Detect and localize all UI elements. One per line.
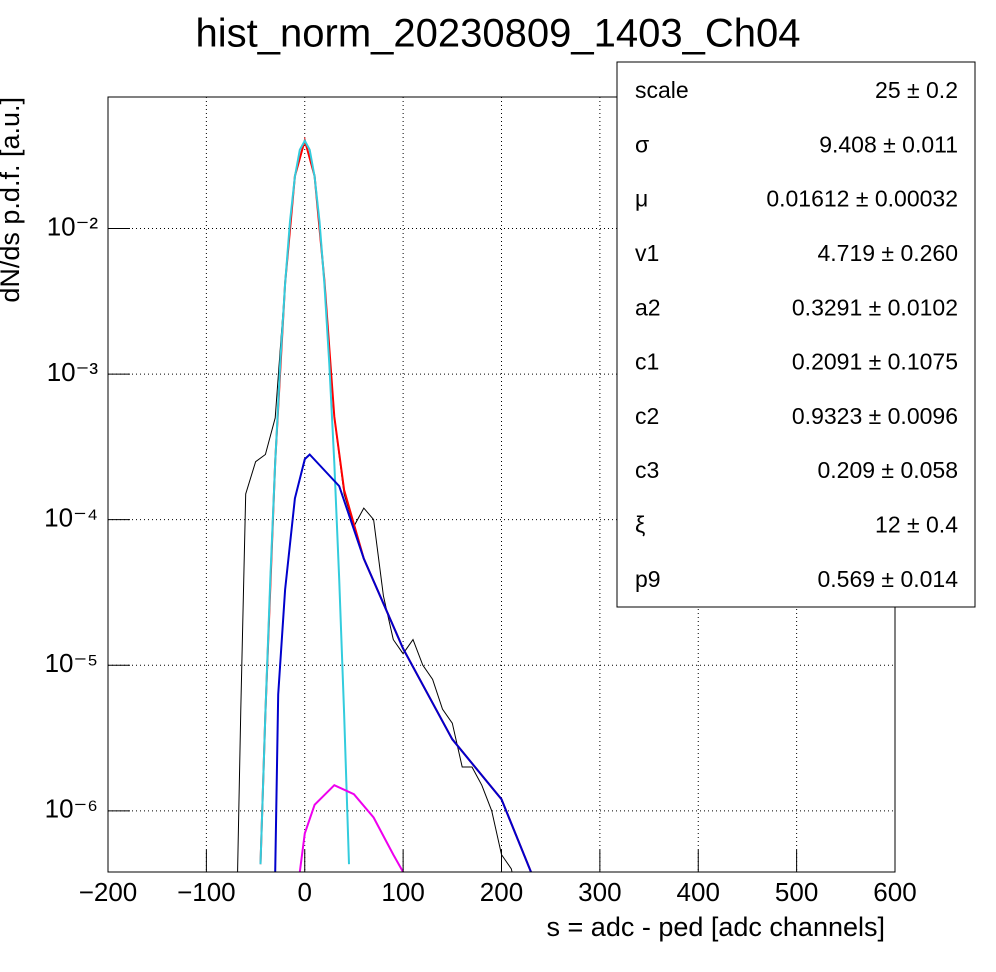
stat-name: c2: [635, 403, 659, 429]
x-tick-label: −200: [79, 877, 138, 907]
y-tick-label: 10⁻⁴: [44, 503, 98, 533]
stat-value: 9.408 ± 0.011: [819, 131, 958, 157]
stat-value: 25 ± 0.2: [875, 77, 958, 103]
x-tick-label: −100: [177, 877, 236, 907]
stat-value: 0.569 ± 0.014: [817, 566, 958, 592]
stat-name: σ: [635, 131, 649, 157]
y-tick-label: 10⁻⁵: [45, 648, 98, 678]
x-tick-label: 200: [480, 877, 523, 907]
stat-name: c3: [635, 457, 659, 483]
stat-value: 0.209 ± 0.058: [817, 457, 958, 483]
stat-name: scale: [635, 77, 689, 103]
stat-name: μ: [635, 186, 648, 212]
stat-value: 0.2091 ± 0.1075: [792, 349, 958, 375]
x-tick-label: 0: [298, 877, 312, 907]
stat-name: ξ: [635, 511, 645, 537]
series-line: [274, 453, 532, 872]
stats-box: [616, 61, 976, 608]
x-tick-label: 600: [873, 877, 916, 907]
x-tick-label: 300: [578, 877, 621, 907]
stats: scale 25 ± 0.2 σ 9.408 ± 0.011 μ 0.01612 ± 0.…: [635, 77, 958, 592]
stat-value: 0.3291 ± 0.0102: [792, 294, 958, 320]
x-axis-label: s = adc - ped [adc channels]: [547, 912, 885, 942]
series-line: [237, 138, 513, 872]
y-tick-label: 10⁻³: [47, 357, 99, 387]
plot-area: [237, 136, 532, 872]
stat-value: 4.719 ± 0.260: [817, 240, 958, 266]
stat-name: a2: [635, 294, 661, 320]
y-axis-label: dN/ds p.d.f. [a.u.]: [0, 97, 25, 303]
x-tick-label: 100: [381, 877, 424, 907]
y-tick-label: 10⁻²: [47, 211, 99, 241]
stat-value: 0.01612 ± 0.00032: [766, 186, 958, 212]
y-tick-label: 10⁻⁶: [45, 794, 98, 824]
chart-title: hist_norm_20230809_1403_Ch04: [196, 12, 801, 56]
x-tick-label: 400: [677, 877, 720, 907]
series-line: [259, 138, 350, 865]
stat-name: p9: [635, 566, 661, 592]
series-line: [298, 784, 404, 872]
stat-name: v1: [635, 240, 659, 266]
stat-name: c1: [635, 349, 659, 375]
stat-value: 0.9323 ± 0.0096: [792, 403, 958, 429]
stat-value: 12 ± 0.4: [875, 511, 958, 537]
axes: −200 −100 0 100 200 300 400 500 600 10⁻⁶ 10⁻⁵ 10⁻⁴ 1…: [44, 211, 917, 907]
x-tick-label: 500: [775, 877, 818, 907]
series-line: [259, 136, 532, 872]
